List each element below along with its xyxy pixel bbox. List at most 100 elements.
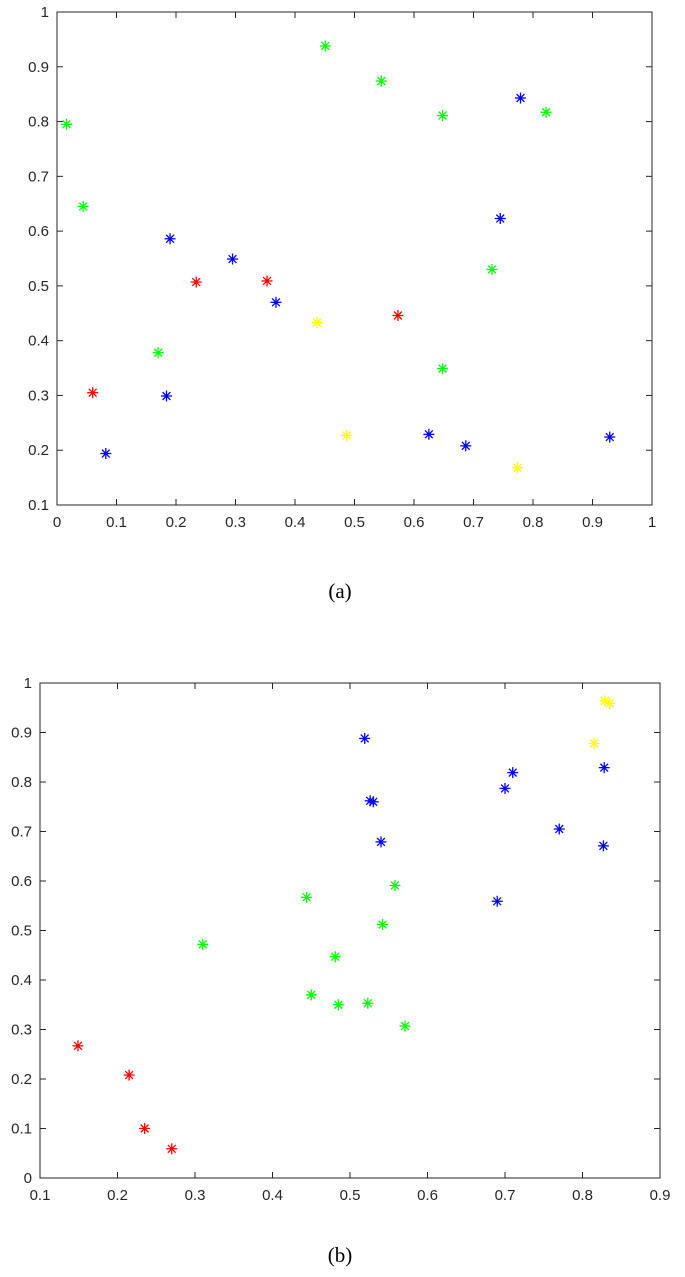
data-point-yellow <box>512 462 524 474</box>
series-red <box>87 275 404 399</box>
data-point-blue <box>164 233 176 245</box>
data-point-green <box>437 110 449 122</box>
x-tick-label: 0.9 <box>582 514 603 531</box>
x-tick-label: 0.6 <box>404 514 425 531</box>
x-tick-label: 0.5 <box>340 1187 361 1204</box>
data-point-red <box>166 1143 178 1155</box>
axes-box <box>56 11 653 506</box>
x-tick-label: 0 <box>53 514 61 531</box>
y-tick-label: 0.7 <box>28 168 49 185</box>
data-point-blue <box>160 390 172 402</box>
x-tick-label: 0.1 <box>106 514 127 531</box>
axes-box <box>39 682 661 1179</box>
x-tick-label: 0.2 <box>166 514 187 531</box>
series-red <box>72 1040 178 1155</box>
scatter-chart-a: 0 0.1 0.2 0.3 0.4 0.5 0.6 0.7 0.8 0.9 10.10.20.30.… <box>28 4 656 531</box>
data-point-blue <box>367 796 379 808</box>
data-point-blue <box>375 836 387 848</box>
data-point-green <box>362 997 374 1009</box>
data-point-blue <box>270 296 282 308</box>
y-tick-label: 0.4 <box>11 972 32 989</box>
y-tick-label: 1 <box>41 4 49 21</box>
x-tick-label: 0.8 <box>523 514 544 531</box>
data-point-green <box>375 75 387 87</box>
data-point-blue <box>604 431 616 443</box>
data-point-blue <box>359 732 371 744</box>
caption-b: (b) <box>328 1243 353 1267</box>
x-tick-label: 0.6 <box>417 1187 438 1204</box>
series-green <box>197 879 411 1032</box>
data-point-green <box>319 40 331 52</box>
y-tick-label: 0.3 <box>11 1022 32 1039</box>
caption-a: (a) <box>328 579 351 603</box>
y-tick-label: 0.5 <box>28 278 49 295</box>
data-point-blue <box>460 440 472 452</box>
data-point-green <box>389 879 401 891</box>
data-point-green <box>77 200 89 212</box>
x-tick-label: 0.3 <box>225 514 246 531</box>
data-point-green <box>437 363 449 375</box>
data-point-blue <box>494 213 506 225</box>
y-tick-label: 0.9 <box>11 725 32 742</box>
data-point-green <box>61 118 73 130</box>
y-tick-label: 0.1 <box>28 497 49 514</box>
data-point-red <box>87 387 99 399</box>
data-point-green <box>305 989 317 1001</box>
data-point-yellow <box>341 429 353 441</box>
data-point-red <box>123 1069 135 1081</box>
data-point-red <box>72 1040 84 1052</box>
series-blue <box>100 92 616 460</box>
data-point-blue <box>507 767 519 779</box>
y-tick-label: 0.6 <box>28 223 49 240</box>
x-tick-label: 0.8 <box>572 1187 593 1204</box>
y-tick-label: 0.2 <box>28 442 49 459</box>
data-point-blue <box>553 823 565 835</box>
data-point-blue <box>227 253 239 265</box>
data-point-yellow <box>588 737 600 749</box>
data-point-green <box>540 106 552 118</box>
x-tick-label: 0.4 <box>262 1187 283 1204</box>
y-tick-label: 0.5 <box>11 923 32 940</box>
data-point-blue <box>100 448 112 460</box>
data-point-blue <box>515 92 527 104</box>
y-tick-label: 0.8 <box>11 774 32 791</box>
y-tick-label: 0.9 <box>28 59 49 76</box>
data-point-green <box>486 263 498 275</box>
data-point-blue <box>598 762 610 774</box>
x-tick-label: 0.9 <box>650 1187 671 1204</box>
data-point-yellow <box>311 317 323 329</box>
scatter-chart-b: 0.1 0.2 0.3 0.4 0.5 0.6 0.7 0.8 0.900.10.20.30.4… <box>11 675 670 1204</box>
y-tick-label: 0.7 <box>11 824 32 841</box>
y-tick-label: 0.1 <box>11 1121 32 1138</box>
x-tick-label: 1 <box>648 514 656 531</box>
y-tick-label: 0.4 <box>28 333 49 350</box>
series-blue <box>359 732 610 907</box>
data-point-blue <box>597 840 609 852</box>
y-tick-label: 0 <box>24 1170 32 1187</box>
x-tick-label: 0.1 <box>30 1187 51 1204</box>
data-point-red <box>139 1123 151 1134</box>
x-tick-label: 0.3 <box>185 1187 206 1204</box>
data-point-blue <box>499 782 511 794</box>
x-tick-label: 0.4 <box>285 514 306 531</box>
series-green <box>61 40 552 375</box>
data-point-green <box>399 1020 411 1032</box>
data-point-yellow <box>604 697 616 709</box>
data-point-blue <box>491 895 503 907</box>
y-tick-label: 0.8 <box>28 114 49 131</box>
series-yellow <box>588 695 616 749</box>
data-point-green <box>377 919 389 931</box>
data-point-red <box>392 309 404 321</box>
y-tick-label: 0.2 <box>11 1071 32 1088</box>
y-tick-label: 0.3 <box>28 387 49 404</box>
data-point-green <box>332 999 344 1011</box>
y-tick-label: 0.6 <box>11 873 32 890</box>
data-point-green <box>301 891 313 903</box>
data-point-green <box>329 951 341 963</box>
x-tick-label: 0.5 <box>344 514 365 531</box>
data-point-red <box>261 275 273 287</box>
y-tick-label: 1 <box>24 675 32 692</box>
data-point-green <box>152 347 164 359</box>
series-yellow <box>311 317 524 474</box>
